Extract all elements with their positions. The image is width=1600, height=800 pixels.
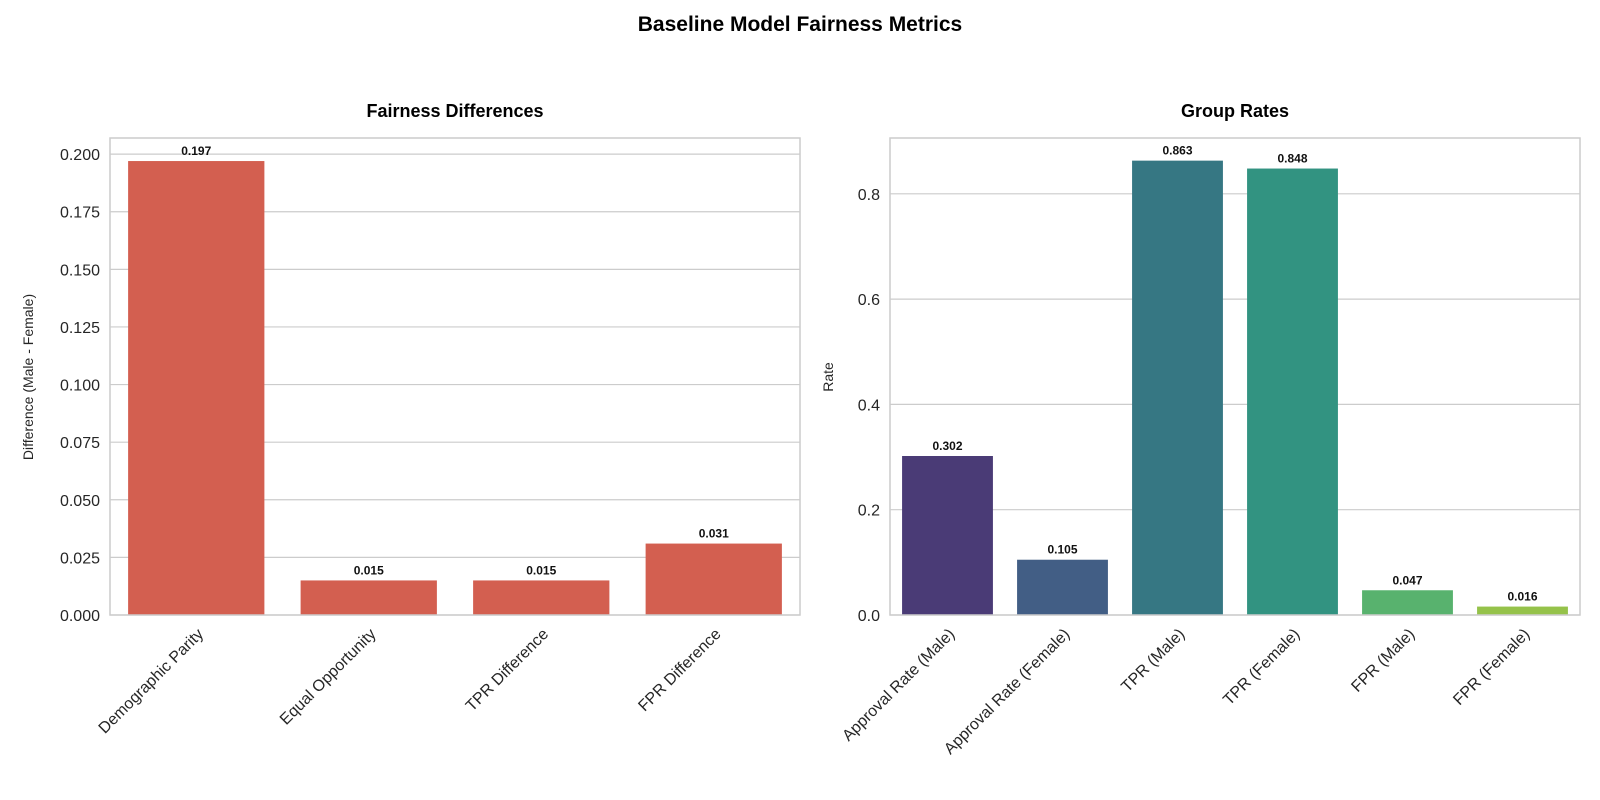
fairness-differences-bar-equal-opportunity — [300, 580, 437, 615]
group-rates-ytick-label: 0.4 — [858, 397, 880, 414]
fairness-differences-xtick-label: Equal Opportunity — [277, 626, 380, 729]
fairness-differences-title: Fairness Differences — [366, 101, 543, 121]
fairness-differences-data-label: 0.197 — [181, 144, 211, 158]
group-rates-xtick-label: TPR (Male) — [1118, 626, 1188, 696]
fairness-differences-data-label: 0.015 — [354, 563, 384, 577]
group-rates-data-label: 0.105 — [1047, 543, 1077, 557]
group-rates-xtick-label: FPR (Female) — [1450, 626, 1533, 709]
fairness-differences-bar-fpr-difference — [645, 543, 782, 615]
group-rates-bar-approval-rate-male — [902, 456, 993, 615]
group-rates-bar-tpr-male — [1132, 160, 1223, 615]
group-rates-ytick-label: 0.8 — [858, 187, 880, 204]
fairness-differences-xtick-label: FPR Difference — [635, 626, 724, 715]
fairness-differences-bar-tpr-difference — [473, 580, 610, 615]
group-rates-chart: Group Rates Rate 0.0 0.2 0.4 0.6 0.8 0.302 App… — [820, 101, 1581, 758]
fairness-differences-ytick-label: 0.150 — [60, 262, 100, 279]
fairness-differences-ytick-label: 0.050 — [60, 493, 100, 510]
group-rates-title: Group Rates — [1181, 101, 1289, 121]
fairness-differences-ytick-label: 0.075 — [60, 435, 100, 452]
fairness-differences-chart: Fairness Differences Difference (Male - … — [20, 101, 801, 737]
group-rates-plot-frame — [889, 137, 1581, 616]
figure-title: Baseline Model Fairness Metrics — [638, 13, 962, 36]
fairness-differences-data-label: 0.015 — [526, 563, 556, 577]
fairness-differences-data-label: 0.031 — [699, 527, 729, 541]
group-rates-bar-fpr-female — [1477, 606, 1568, 615]
fairness-differences-ytick-label: 0.175 — [60, 205, 100, 222]
group-rates-data-label: 0.047 — [1392, 573, 1422, 587]
fairness-differences-ytick-label: 0.000 — [60, 608, 100, 625]
fairness-differences-bar-demographic-parity — [128, 161, 265, 616]
fairness-differences-ytick-label: 0.200 — [60, 147, 100, 164]
group-rates-ytick-label: 0.2 — [858, 503, 880, 520]
fairness-differences-ylabel: Difference (Male - Female) — [20, 294, 36, 460]
group-rates-bar-approval-rate-female — [1017, 559, 1108, 615]
group-rates-data-label: 0.016 — [1507, 590, 1537, 604]
fairness-differences-xtick-label: Demographic Parity — [96, 626, 207, 737]
fairness-differences-ytick-label: 0.100 — [60, 378, 100, 395]
fairness-differences-ytick-label: 0.025 — [60, 550, 100, 567]
fairness-differences-ytick-label: 0.125 — [60, 320, 100, 337]
fairness-differences-plot-frame — [109, 137, 801, 616]
group-rates-data-label: 0.848 — [1277, 152, 1307, 166]
group-rates-data-label: 0.863 — [1162, 144, 1192, 158]
group-rates-xtick-label: Approval Rate (Female) — [941, 626, 1073, 758]
group-rates-xtick-label: TPR (Female) — [1220, 626, 1303, 709]
group-rates-ytick-label: 0.6 — [858, 292, 880, 309]
group-rates-ytick-label: 0.0 — [858, 608, 880, 625]
group-rates-bar-fpr-male — [1362, 590, 1453, 615]
fairness-differences-xtick-label: TPR Difference — [463, 626, 552, 715]
group-rates-ylabel: Rate — [820, 362, 836, 392]
group-rates-bar-tpr-female — [1247, 168, 1338, 615]
group-rates-xtick-label: Approval Rate (Male) — [839, 626, 958, 745]
group-rates-data-label: 0.302 — [932, 439, 962, 453]
group-rates-xtick-label: FPR (Male) — [1348, 626, 1418, 696]
